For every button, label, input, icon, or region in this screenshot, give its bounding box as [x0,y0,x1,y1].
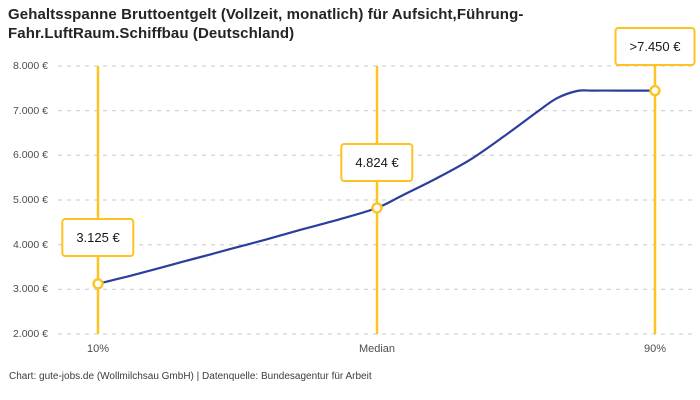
chart-footer-credit: Chart: gute-jobs.de (Wollmilchsau GmbH) … [9,371,372,382]
percentile-marker [92,278,104,290]
percentile-marker [371,202,383,214]
salary-curve [96,89,657,285]
chart-title: Gehaltsspanne Bruttoentgelt (Vollzeit, m… [8,6,524,42]
percentile-marker [649,84,661,97]
